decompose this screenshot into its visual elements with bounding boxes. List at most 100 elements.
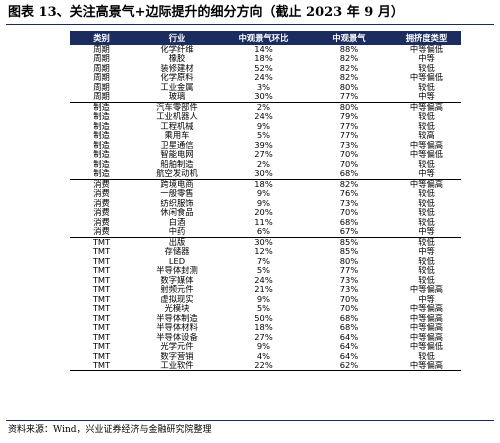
- cell-industry: 工业软件: [133, 360, 221, 372]
- cell-industry: 半导体封测: [156, 266, 198, 276]
- cell-prosperity: 73%: [339, 275, 359, 285]
- cell-qoq: 18%: [254, 54, 273, 64]
- cell-category: 制造: [93, 131, 110, 141]
- cell-prosperity: 68%: [339, 169, 359, 179]
- cell-industry: 存储器: [164, 247, 190, 257]
- table-row: 消费 一般零售 9% 76% 较低: [70, 189, 461, 198]
- cell-category: 周期: [93, 92, 110, 102]
- table-row: 周期 玻璃 30% 77% 中等: [70, 92, 461, 102]
- cell-category: 制造: [93, 112, 110, 122]
- table-row: 消费 中药 6% 67% 中等: [70, 227, 461, 237]
- cell-prosperity: 73%: [339, 285, 359, 295]
- cell-prosperity: 73%: [339, 198, 359, 208]
- cell-prosperity: 82%: [339, 73, 359, 83]
- cell-category: TMT: [92, 351, 111, 361]
- table-row: 周期 橡胶 18% 82% 中等: [70, 54, 461, 63]
- cell-crowding: 较低: [418, 275, 435, 285]
- cell-crowding: 较低: [418, 217, 435, 227]
- cell-qoq: 4%: [256, 351, 271, 361]
- cell-industry: 半导体设备: [156, 332, 198, 342]
- cell-crowding: 较低: [418, 256, 435, 266]
- cell-qoq: 6%: [256, 227, 271, 237]
- cell-industry: 数字媒体: [160, 275, 194, 285]
- cell-industry: 汽车零部件: [133, 101, 221, 113]
- cell-industry: 半导体材料: [156, 323, 198, 333]
- table-row: 制造 工业机器人 24% 79% 较低: [70, 112, 461, 121]
- cell-qoq: 22%: [221, 360, 306, 372]
- cell-category: TMT: [92, 332, 111, 342]
- cell-qoq: 24%: [254, 275, 273, 285]
- cell-industry: 白酒: [168, 217, 186, 227]
- table-row: TMT 工业软件 22% 62% 中等偏高: [70, 360, 461, 372]
- cell-crowding: 中等偏高: [392, 360, 461, 372]
- cell-category: TMT: [92, 304, 111, 314]
- cell-category: TMT: [92, 342, 111, 352]
- cell-qoq: 21%: [254, 285, 273, 295]
- cell-prosperity: 70%: [339, 304, 359, 314]
- cell-category: 消费: [93, 217, 110, 227]
- cell-category: TMT: [92, 256, 111, 266]
- table-row: TMT 数字媒体 24% 73% 较低: [70, 276, 461, 285]
- table-row: 周期 装修建材 52% 82% 较低: [70, 64, 461, 73]
- cell-industry: 智能电网: [160, 150, 194, 160]
- cell-prosperity: 82%: [339, 54, 359, 64]
- cell-prosperity: 82%: [339, 63, 359, 73]
- cell-qoq: 5%: [256, 266, 271, 276]
- cell-industry: 半导体制造: [156, 313, 198, 323]
- header-qoq: 中观景气环比: [221, 31, 306, 45]
- cell-crowding: 中等偏高: [392, 101, 461, 113]
- cell-industry: 一般零售: [160, 189, 194, 199]
- cell-industry: 化学纤维: [160, 45, 194, 54]
- cell-category: TMT: [92, 266, 111, 276]
- cell-prosperity: 77%: [339, 131, 359, 141]
- cell-qoq: 9%: [256, 189, 271, 199]
- cell-industry: 光模块: [164, 304, 190, 314]
- cell-prosperity: 88%: [339, 45, 359, 54]
- cell-qoq: 39%: [254, 140, 273, 150]
- cell-category: 消费: [93, 189, 110, 199]
- cell-industry: 装修建材: [160, 63, 194, 73]
- table-row: TMT 半导体制造 50% 68% 中等偏高: [70, 314, 461, 323]
- cell-industry: 船舶制造: [160, 159, 194, 169]
- cell-category: 制造: [93, 140, 110, 150]
- table-row: 制造 工程机械 9% 77% 较低: [70, 122, 461, 131]
- cell-crowding: 中等偏低: [409, 73, 444, 83]
- cell-crowding: 较低: [418, 63, 435, 73]
- cell-crowding: 较低: [418, 121, 435, 131]
- table-row: TMT LED 7% 80% 较低: [70, 257, 461, 266]
- cell-qoq: 9%: [256, 294, 271, 304]
- cell-category: TMT: [70, 236, 133, 248]
- table-row: TMT 数字营销 4% 64% 较低: [70, 352, 461, 361]
- cell-category: 消费: [93, 198, 110, 208]
- cell-category: TMT: [92, 247, 111, 257]
- cell-prosperity: 80%: [339, 82, 359, 92]
- cell-prosperity: 64%: [339, 351, 359, 361]
- cell-industry: 工业机器人: [156, 112, 198, 122]
- cell-crowding: 中等: [418, 227, 435, 237]
- table-row: 制造 航空发动机 30% 68% 中等: [70, 169, 461, 179]
- table-row: TMT 半导体材料 18% 68% 中等偏高: [70, 323, 461, 332]
- cell-qoq: 18%: [254, 323, 273, 333]
- cell-category: 消费: [93, 227, 110, 237]
- table-row: TMT 光学元件 9% 64% 中等偏低: [70, 342, 461, 351]
- cell-category: 制造: [93, 169, 110, 179]
- cell-prosperity: 62%: [306, 360, 392, 372]
- cell-crowding: 较低: [418, 198, 435, 208]
- cell-crowding: 中等偏低: [409, 150, 444, 160]
- cell-qoq: 30%: [254, 169, 273, 179]
- cell-crowding: 较低: [418, 266, 435, 276]
- cell-crowding: 中等偏低: [409, 45, 444, 54]
- cell-industry: 数字营销: [160, 351, 194, 361]
- data-table-container: 类别 行业 中观景气环比 中观景气 拥挤度类型 周期 化学纤维 14% 88% 中等偏低…: [70, 31, 461, 372]
- table-header-row: 类别 行业 中观景气环比 中观景气 拥挤度类型: [70, 31, 461, 45]
- cell-prosperity: 67%: [339, 227, 359, 237]
- cell-industry: 橡胶: [168, 54, 186, 64]
- cell-industry: 工业金属: [160, 82, 194, 92]
- table-row: 制造 智能电网 27% 70% 中等偏低: [70, 150, 461, 159]
- cell-prosperity: 77%: [339, 266, 359, 276]
- cell-qoq: 9%: [256, 342, 271, 352]
- table-row: 周期 化学原料 24% 82% 中等偏低: [70, 73, 461, 82]
- cell-category: 制造: [93, 150, 110, 160]
- cell-qoq: 18%: [221, 178, 306, 190]
- cell-qoq: 3%: [256, 82, 271, 92]
